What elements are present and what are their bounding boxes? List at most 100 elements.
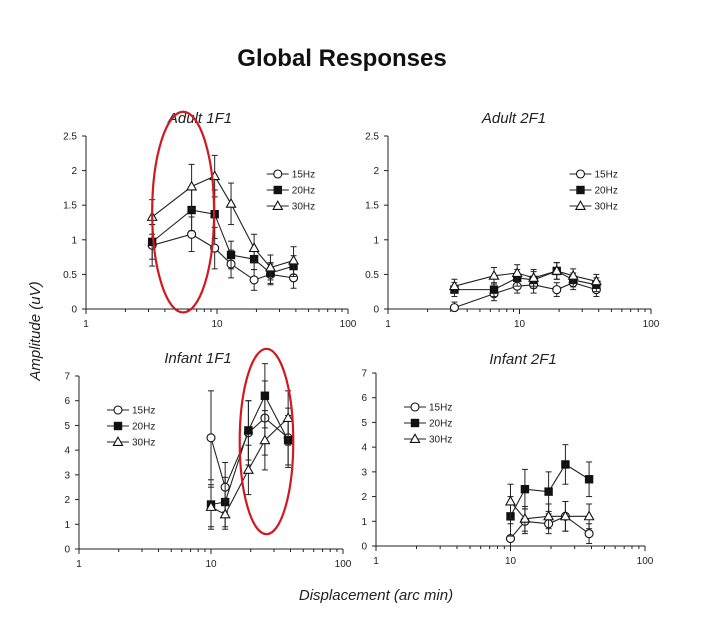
y-tick-label: 4: [64, 446, 70, 457]
legend-marker: [273, 169, 283, 179]
series-20Hz: [206, 363, 293, 530]
x-tick-label: 10: [205, 559, 217, 570]
data-point: [186, 180, 198, 191]
data-point: [249, 275, 259, 285]
legend-marker: [410, 402, 420, 412]
x-tick-label: 100: [335, 559, 352, 570]
legend-label: 30Hz: [594, 202, 617, 213]
legend-label: 15Hz: [132, 406, 155, 417]
data-point: [544, 487, 553, 496]
chart-panel-0: Adult 1F1 0 0.5 1 1.5 2 2.5 1 10 100 15Hz 20Hz 30Hz: [63, 110, 357, 330]
data-point: [552, 285, 562, 295]
data-point: [449, 303, 459, 313]
y-tick-label: 1: [64, 520, 70, 531]
y-tick-label: 1: [71, 235, 77, 246]
data-point: [187, 229, 197, 239]
data-point: [528, 271, 540, 282]
data-point: [551, 265, 563, 275]
legend-label: 30Hz: [292, 202, 315, 213]
data-point: [225, 197, 237, 208]
x-tick-label: 1: [76, 559, 82, 570]
y-tick-label: 1.5: [63, 201, 77, 212]
data-point: [226, 250, 236, 260]
y-tick-label: 5: [64, 421, 70, 432]
legend: 15Hz 20Hz 30Hz: [404, 402, 452, 446]
legend-marker: [113, 421, 123, 431]
x-axis-label: Displacement (arc min): [299, 587, 453, 604]
y-tick-label: 6: [361, 393, 367, 404]
x-tick-label: 1: [373, 556, 379, 567]
y-tick-label: 0.5: [63, 270, 77, 281]
y-tick-label: 7: [64, 372, 70, 383]
legend-marker: [113, 405, 123, 415]
series-30Hz: [146, 154, 300, 281]
y-tick-label: 4: [361, 443, 367, 454]
y-tick-label: 1: [373, 235, 379, 246]
panel-title: Infant 2F1: [489, 351, 557, 368]
y-tick-label: 5: [361, 418, 367, 429]
data-point: [205, 501, 217, 511]
data-point: [543, 510, 555, 521]
legend-label: 20Hz: [132, 422, 155, 433]
legend-label: 20Hz: [429, 419, 452, 430]
y-tick-label: 7: [361, 369, 367, 380]
legend: 15Hz 20Hz 30Hz: [107, 405, 155, 449]
x-tick-label: 10: [505, 556, 517, 567]
data-point: [504, 495, 517, 506]
data-point: [288, 254, 300, 265]
y-tick-label: 3: [64, 470, 70, 481]
legend-marker: [272, 200, 284, 210]
data-point: [206, 433, 216, 443]
x-tick-label: 10: [211, 319, 223, 330]
data-point: [259, 434, 271, 445]
data-point: [488, 269, 500, 280]
y-tick-label: 2.5: [63, 132, 77, 143]
legend-label: 20Hz: [594, 186, 617, 197]
panel-title: Adult 2F1: [481, 110, 546, 127]
x-tick-label: 100: [637, 556, 654, 567]
legend-marker: [273, 185, 282, 195]
legend-marker: [410, 418, 420, 428]
y-tick-label: 2: [361, 492, 367, 503]
data-point: [584, 475, 594, 484]
data-point: [567, 269, 579, 280]
highlight-ellipse: [151, 110, 216, 314]
legend-marker: [574, 200, 587, 210]
legend-marker: [409, 433, 421, 443]
y-tick-label: 0.5: [365, 270, 379, 281]
data-point: [584, 529, 594, 539]
legend-label: 15Hz: [292, 170, 315, 181]
data-point: [242, 463, 254, 474]
legend-label: 20Hz: [292, 186, 315, 197]
highlight-ellipse: [238, 347, 295, 536]
legend: 15Hz 20Hz 30Hz: [569, 169, 618, 213]
x-tick-label: 10: [514, 319, 526, 330]
data-point: [219, 508, 231, 519]
data-point: [260, 391, 270, 400]
y-tick-label: 2: [64, 495, 70, 506]
legend-label: 30Hz: [132, 438, 155, 449]
y-tick-label: 3: [361, 467, 367, 478]
data-point: [244, 426, 253, 435]
data-point: [561, 460, 570, 469]
figure-title: Global Responses: [237, 45, 446, 72]
data-point: [448, 280, 460, 291]
y-tick-label: 1.5: [365, 201, 379, 212]
data-point: [519, 512, 531, 523]
legend-marker: [575, 169, 586, 179]
y-axis-label: Amplitude (uV): [27, 281, 44, 381]
x-tick-label: 100: [643, 319, 660, 330]
x-tick-label: 1: [385, 319, 391, 330]
series-30Hz: [504, 483, 595, 532]
data-point: [520, 484, 530, 494]
legend-label: 15Hz: [429, 403, 452, 414]
series-15Hz: [505, 501, 594, 547]
y-tick-label: 2: [373, 166, 379, 177]
x-tick-label: 1: [83, 319, 89, 330]
legend: 15Hz 20Hz 30Hz: [266, 169, 315, 213]
y-tick-label: 1: [361, 517, 367, 528]
series-20Hz: [147, 188, 298, 284]
